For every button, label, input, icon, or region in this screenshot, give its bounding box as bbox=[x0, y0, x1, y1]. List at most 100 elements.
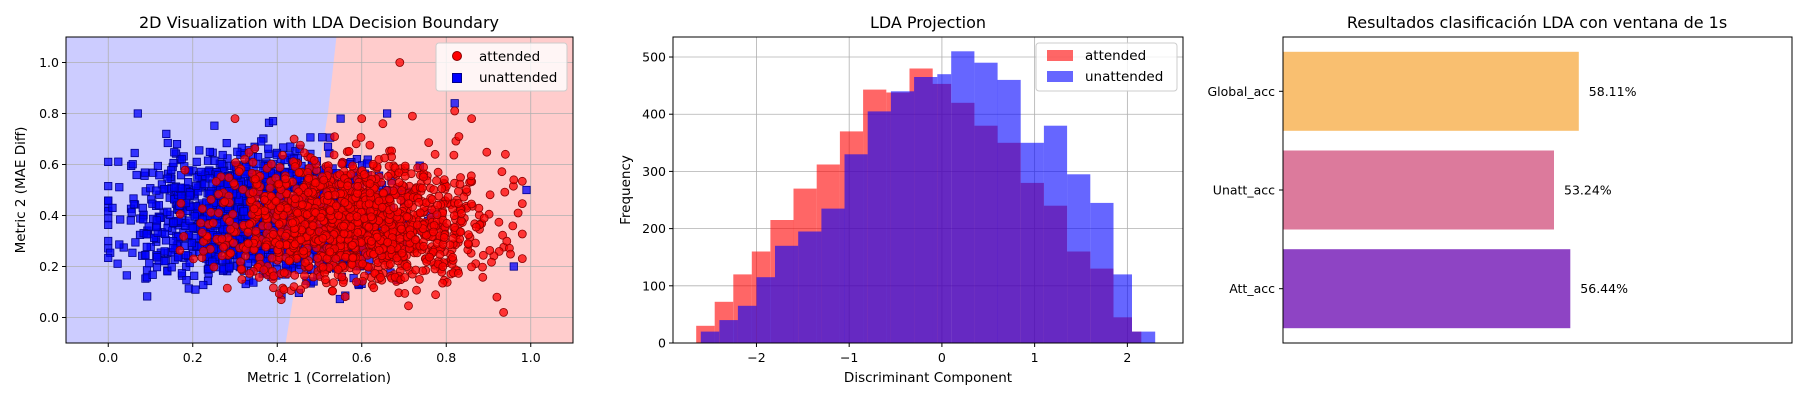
scatter-ylabel: Metric 2 (MAE Diff) bbox=[13, 127, 29, 254]
scatter-point-unattended bbox=[249, 278, 258, 287]
scatter-point-attended bbox=[494, 217, 504, 227]
x-tick-label: 0.0 bbox=[98, 350, 118, 365]
bar-category-label: Att_acc bbox=[1229, 281, 1275, 296]
scatter-point-attended bbox=[281, 231, 291, 241]
scatter-point-attended bbox=[299, 148, 309, 158]
bar-category-label: Global_acc bbox=[1207, 84, 1275, 99]
histogram-xlabel: Discriminant Component bbox=[844, 370, 1012, 386]
scatter-point-attended bbox=[415, 208, 425, 218]
x-tick-label: −1 bbox=[840, 350, 858, 365]
scatter-point-attended bbox=[293, 208, 303, 218]
bar-category-labels: Att_acc Unatt_acc Global_acc bbox=[1207, 84, 1283, 296]
scatter-point-attended bbox=[506, 249, 515, 259]
scatter-point-unattended bbox=[177, 269, 186, 278]
scatter-point-attended bbox=[485, 245, 495, 255]
scatter-point-unattended bbox=[239, 207, 248, 216]
scatter-point-unattended bbox=[163, 207, 172, 216]
scatter-point-attended bbox=[339, 221, 349, 231]
scatter-point-attended bbox=[309, 155, 319, 165]
scatter-xlabel: Metric 1 (Correlation) bbox=[247, 370, 391, 386]
scatter-point-attended bbox=[478, 250, 488, 260]
scatter-point-attended bbox=[429, 185, 439, 195]
scatter-point-attended bbox=[414, 197, 424, 207]
hist-bar-unattended bbox=[821, 208, 845, 343]
bar-global-acc bbox=[1283, 51, 1579, 131]
scatter-point-attended bbox=[383, 237, 393, 247]
scatter-point-unattended bbox=[160, 247, 169, 256]
scatter-point-unattended bbox=[142, 230, 151, 239]
hist-bar-unattended bbox=[798, 231, 822, 343]
scatter-point-attended bbox=[325, 247, 335, 257]
scatter-point-attended bbox=[502, 236, 512, 246]
scatter-point-unattended bbox=[167, 166, 176, 175]
scatter-point-unattended bbox=[182, 275, 191, 285]
scatter-point-attended bbox=[474, 203, 484, 213]
scatter-point-unattended bbox=[155, 171, 164, 180]
scatter-point-unattended bbox=[144, 222, 153, 231]
x-tick-label: −2 bbox=[747, 350, 765, 365]
scatter-point-attended bbox=[356, 132, 366, 142]
scatter-point-attended bbox=[238, 185, 248, 194]
scatter-point-attended bbox=[222, 283, 232, 293]
scatter-point-attended bbox=[456, 209, 466, 218]
scatter-point-attended bbox=[229, 178, 239, 188]
scatter-point-unattended bbox=[114, 157, 123, 166]
hist-bar-unattended bbox=[997, 79, 1021, 344]
scatter-point-unattended bbox=[131, 238, 140, 247]
scatter-point-attended bbox=[217, 234, 227, 244]
scatter-point-attended bbox=[318, 233, 328, 243]
scatter-point-attended bbox=[275, 162, 285, 172]
scatter-point-attended bbox=[442, 218, 452, 228]
scatter-point-attended bbox=[482, 147, 492, 157]
scatter-point-attended bbox=[269, 271, 279, 281]
scatter-point-attended bbox=[419, 241, 429, 251]
scatter-point-attended bbox=[365, 140, 375, 150]
scatter-point-unattended bbox=[163, 174, 172, 183]
scatter-point-unattended bbox=[143, 292, 152, 301]
scatter-point-attended bbox=[339, 229, 349, 239]
scatter-point-unattended bbox=[169, 218, 178, 227]
scatter-point-attended bbox=[359, 170, 369, 179]
scatter-point-attended bbox=[456, 216, 466, 226]
scatter-point-attended bbox=[175, 209, 185, 219]
hist-bar-unattended bbox=[1067, 174, 1091, 343]
scatter-point-attended bbox=[417, 183, 427, 193]
scatter-point-unattended bbox=[154, 201, 163, 210]
scatter-point-attended bbox=[259, 195, 269, 205]
scatter-title: 2D Visualization with LDA Decision Bound… bbox=[139, 13, 499, 32]
scatter-point-attended bbox=[498, 230, 508, 240]
scatter-point-attended bbox=[357, 114, 367, 123]
scatter-point-attended bbox=[467, 262, 476, 272]
scatter-point-attended bbox=[344, 146, 354, 156]
scatter-point-attended bbox=[229, 238, 238, 248]
scatter-point-attended bbox=[479, 213, 489, 223]
scatter-point-unattended bbox=[187, 238, 196, 248]
scatter-point-attended bbox=[394, 178, 404, 187]
scatter-point-attended bbox=[439, 233, 449, 242]
hist-bar-unattended bbox=[867, 111, 891, 344]
scatter-point-unattended bbox=[148, 270, 157, 279]
scatter-point-attended bbox=[275, 240, 285, 250]
scatter-point-unattended bbox=[152, 186, 161, 195]
scatter-point-unattended bbox=[181, 250, 190, 260]
scatter-point-unattended bbox=[132, 170, 141, 180]
scatter-point-attended bbox=[428, 227, 438, 237]
scatter-point-attended bbox=[217, 251, 227, 261]
scatter-point-unattended bbox=[113, 259, 122, 268]
scatter-point-attended bbox=[328, 286, 338, 296]
scatter-point-unattended bbox=[185, 191, 194, 200]
scatter-point-attended bbox=[364, 222, 374, 232]
scatter-point-attended bbox=[352, 212, 362, 221]
scatter-point-attended bbox=[296, 235, 306, 245]
scatter-point-attended bbox=[179, 231, 189, 241]
scatter-point-attended bbox=[297, 200, 307, 210]
scatter-point-attended bbox=[455, 179, 465, 189]
legend-label-attended: attended bbox=[1085, 48, 1146, 64]
hist-bar-unattended bbox=[700, 331, 720, 343]
scatter-point-attended bbox=[378, 188, 388, 198]
scatter-point-attended bbox=[396, 195, 406, 205]
scatter-point-attended bbox=[343, 181, 353, 191]
scatter-point-attended bbox=[466, 171, 476, 181]
scatter-point-attended bbox=[380, 153, 390, 163]
scatter-point-unattended bbox=[122, 271, 131, 280]
